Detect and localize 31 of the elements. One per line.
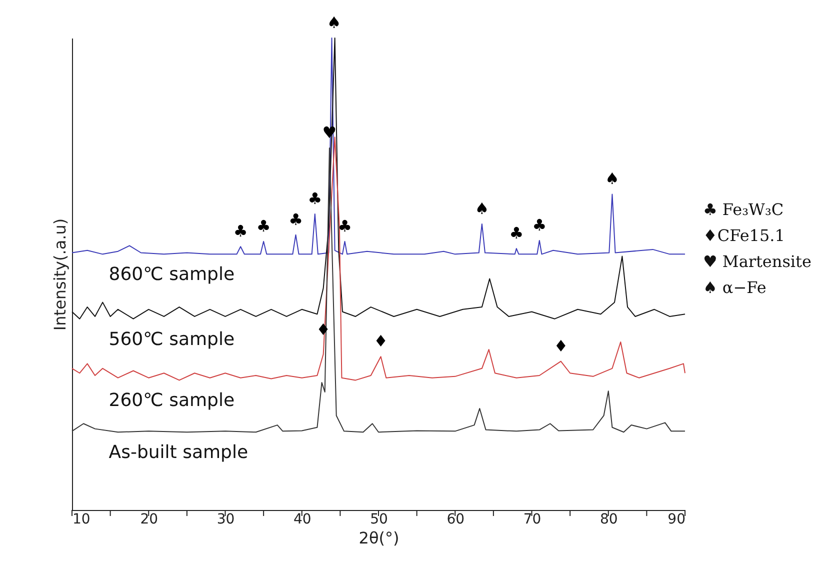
series-label: 560℃ sample [108,328,235,350]
annotation: ♦ [374,332,388,351]
y-axis-title: Intensity(.a.u) [50,218,70,331]
text: ♣ Fe₃W₃C [703,200,784,219]
text: ♠ α−Fe [703,278,766,297]
x-tick-label: 90 [668,512,686,528]
annotation: ♣ [509,224,524,243]
x-axis-title: 2θ(°) [358,528,400,548]
x-tick-label: 20 [140,512,158,528]
series-label: 860℃ sample [108,264,235,286]
annotation: ♣ [256,216,271,236]
x-tick-label: 80 [600,512,618,528]
annotation: ♣ [532,215,547,234]
annotation: ♦ [554,336,568,356]
annotation: ♠ [474,198,490,218]
annotation: ♣ [338,216,352,236]
text: ♥ Martensite [703,252,812,271]
series-label: As-built sample [108,442,248,464]
x-tick-label: 30 [216,512,235,528]
annotation: ♠ [326,13,342,32]
x-tick-label: 70 [523,512,542,528]
x-tick-label: 60 [446,512,465,528]
series-label: 260℃ sample [108,390,235,412]
x-tick-label: 50 [370,512,388,528]
text: ♦CFe15.1 [703,226,785,245]
x-tick-label: 40 [293,512,312,528]
annotation: ♣ [308,189,322,208]
x-tick-label: 10 [72,512,90,528]
annotation: ♣ [233,222,248,241]
annotation: ♣ [288,210,303,229]
annotation: ♠ [605,169,620,188]
